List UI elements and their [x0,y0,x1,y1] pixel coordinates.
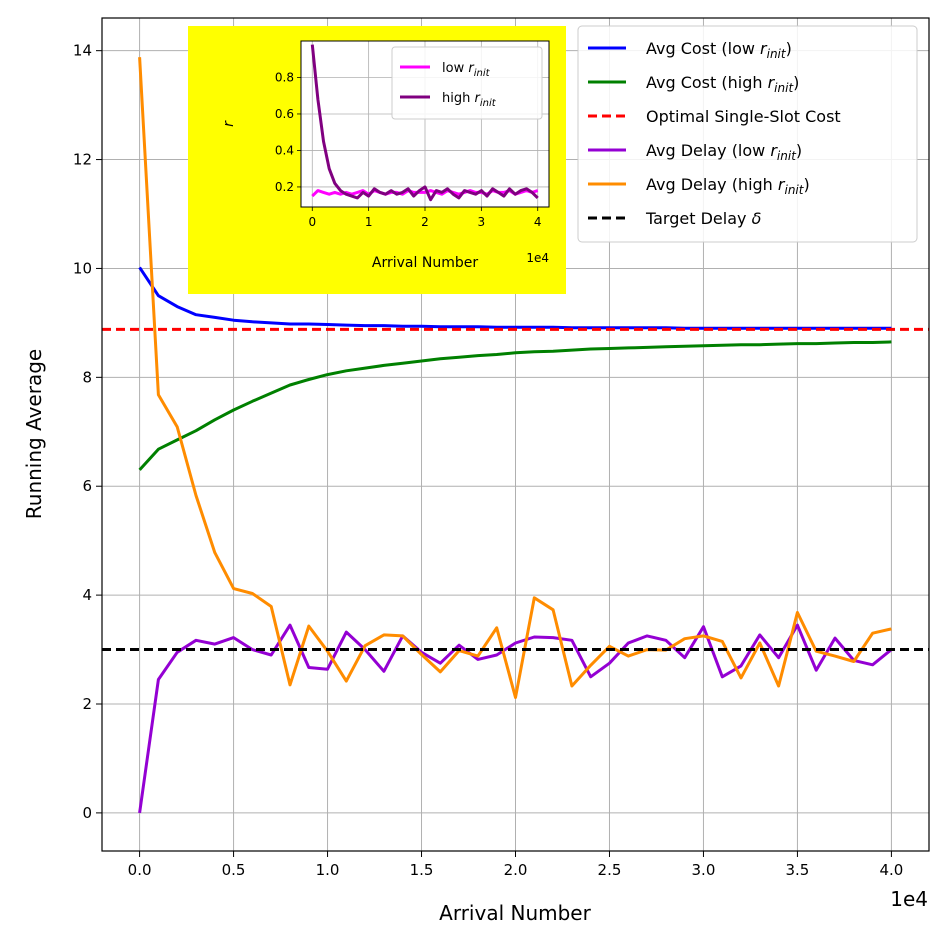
y-tick-label: 4 [82,586,92,604]
x-tick-label: 4.0 [879,861,903,879]
inset-legend-box [391,46,543,120]
y-axis-label: Running Average [22,349,46,519]
main-plot-area [102,57,929,814]
inset-y-tick-label: 0.4 [275,143,294,157]
legend-label-avg-cost-low-r-init: Avg Cost (low rinit) [646,39,792,61]
legend-box [577,25,918,243]
inset-plot-area [310,44,539,202]
inset-y-axis-label: r [221,120,237,127]
inset-axis-ticks: 0 1 2 3 4 0.2 0.4 0.6 0.8 [275,70,542,229]
y-tick-label: 2 [82,695,92,713]
y-tick-label: 14 [73,42,92,60]
series-line-avg-delay-high-r-init [138,57,892,699]
x-tick-label: 3.5 [786,861,810,879]
y-tick-label: 0 [82,804,92,822]
inset-y-tick-label: 0.2 [275,180,294,194]
y-tick-label: 8 [82,368,92,386]
legend-label-target-delay: Target Delay δ [645,209,762,228]
x-tick-label: 1.5 [410,861,434,879]
x-tick-label: 1.0 [316,861,340,879]
inset-x-tick-label: 2 [421,215,429,229]
x-tick-label: 2.5 [598,861,622,879]
inset-x-offset-label: 1e4 [526,251,549,265]
legend-label-avg-cost-high-r-init: Avg Cost (high rinit) [646,73,799,95]
inset-y-tick-label: 0.6 [275,107,294,121]
x-tick-label: 0.5 [222,861,246,879]
series-line-avg-delay-low-r-init [138,623,893,814]
x-tick-label: 2.0 [504,861,528,879]
x-axis-offset-label: 1e4 [890,887,928,911]
inset-x-tick-label: 4 [534,215,542,229]
x-axis-label: Arrival Number [439,901,591,925]
inset-x-axis-label: Arrival Number [372,255,478,271]
x-tick-label: 3.0 [692,861,716,879]
main-legend: Avg Cost (low rinit) Avg Cost (high rinit… [577,25,918,243]
series-line-avg-cost-high-r-init [138,340,892,471]
legend-label-avg-delay-high-r-init: Avg Delay (high rinit) [646,175,810,197]
y-tick-label: 12 [73,151,92,169]
inset-x-tick-label: 1 [365,215,373,229]
inset-chart: 0 1 2 3 4 0.2 0.4 0.6 0.8 Arrival Number r 1e4 l… [188,26,566,294]
inset-x-tick-label: 0 [308,215,316,229]
y-tick-label: 6 [82,477,92,495]
y-tick-label: 10 [73,259,92,277]
legend-label-avg-delay-low-r-init: Avg Delay (low rinit) [646,141,802,163]
legend-label-optimal-single-slot-cost: Optimal Single-Slot Cost [646,107,841,126]
inset-series-line-high-r-init [310,44,539,202]
inset-y-tick-label: 0.8 [275,70,294,84]
inset-x-tick-label: 3 [478,215,486,229]
x-tick-label: 0.0 [128,861,152,879]
